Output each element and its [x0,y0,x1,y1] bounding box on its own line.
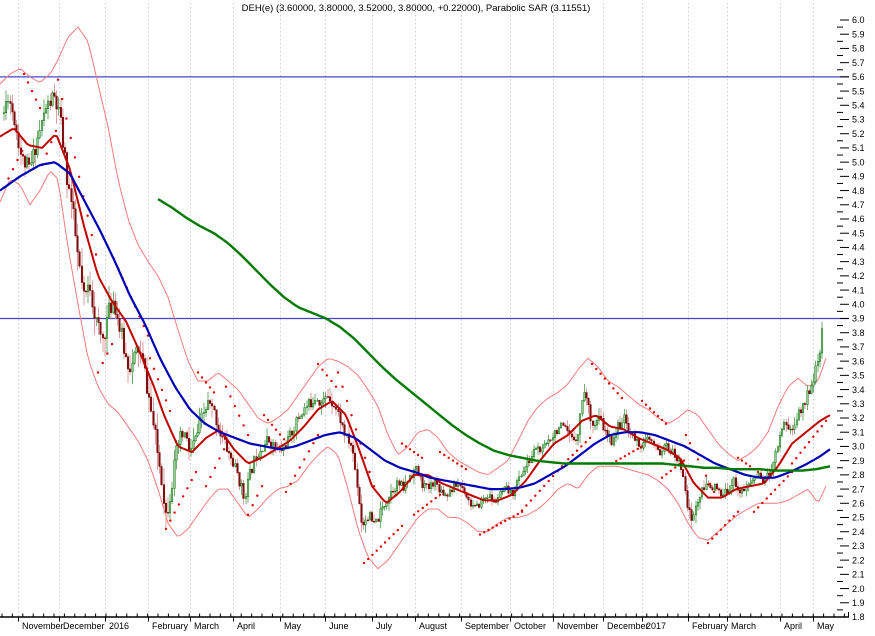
x-axis-label: 2017 [646,621,666,631]
y-axis-label: 4.7 [852,200,865,210]
y-axis-label: 3.8 [852,328,865,338]
candles-layer [2,83,824,533]
y-axis-label: 4.9 [852,172,865,182]
y-axis-label: 1.8 [852,612,865,622]
x-axis-label: November [557,621,599,631]
up-candle-bodies [2,92,824,526]
ma-short-red-line [0,128,831,504]
x-axis-label: August [419,621,448,631]
y-axis-label: 6.0 [852,15,865,25]
y-axis-label: 5.8 [852,44,865,54]
y-axis-label: 4.0 [852,299,865,309]
x-axis-label: February [692,621,729,631]
x-axis-label: December [607,621,649,631]
x-axis-label: September [465,621,509,631]
chart-title: DEH(e) (3.60000, 3.80000, 3.52000, 3.800… [241,3,591,14]
y-axis-label: 5.3 [852,115,865,125]
x-axis-label: May [817,621,835,631]
x-axis-label: February [152,621,189,631]
y-axis-label: 2.8 [852,470,865,480]
y-axis-label: 3.1 [852,427,865,437]
y-axis-label: 4.3 [852,257,865,267]
y-axis-label: 2.3 [852,541,865,551]
y-axis-label: 2.2 [852,555,865,565]
y-axis-label: 5.4 [852,100,865,110]
ma-long-green-line [157,198,831,472]
y-axis-label: 2.6 [852,498,865,508]
x-axis-label: March [194,621,219,631]
support-lines-layer [0,76,849,320]
x-axis-label: December [63,621,105,631]
y-axis-label: 3.2 [852,413,865,423]
bollinger-bands-layer [0,26,827,570]
y-axis-label: 3.4 [852,385,865,395]
y-axis-label: 5.6 [852,72,865,82]
y-axis-label: 3.5 [852,371,865,381]
y-axis-label: 3.9 [852,314,865,324]
y-axis-label: 1.9 [852,598,865,608]
x-axis-label: June [329,621,349,631]
x-axis-label: March [731,621,756,631]
y-axis-label: 4.6 [852,214,865,224]
x-axis: November December 2016 February March April Ma… [0,612,849,631]
x-axis-label: November [22,621,64,631]
y-axis-label: 2.4 [852,527,865,537]
y-axis-label: 3.7 [852,342,865,352]
x-axis-label: July [376,621,393,631]
y-axis-label: 3.0 [852,442,865,452]
bollinger-upper-line [0,26,827,475]
y-axis-label: 4.8 [852,186,865,196]
y-axis-label: 2.9 [852,456,865,466]
y-axis-label: 4.2 [852,271,865,281]
y-axis-label: 4.1 [852,285,865,295]
y-axis-label: 2.7 [852,484,865,494]
x-axis-label: April [784,621,802,631]
x-axis-label: October [514,621,546,631]
y-axis-label: 5.9 [852,29,865,39]
parabolic-sar-layer [2,72,828,565]
y-axis-label: 5.5 [852,86,865,96]
y-axis-label: 3.3 [852,399,865,409]
y-axis-label: 2.0 [852,584,865,594]
y-axis-label: 5.1 [852,143,865,153]
y-axis-label: 3.6 [852,356,865,366]
x-axis-label: 2016 [109,621,129,631]
y-axis-label: 2.5 [852,513,865,523]
y-axis: 6.0 5.9 5.8 5.7 5.6 5.5 5.4 5.3 5.2 5.1 5.0 4.9 4.8 4… [837,15,865,622]
x-axis-label: May [284,621,302,631]
y-axis-label: 4.5 [852,228,865,238]
y-axis-label: 5.0 [852,157,865,167]
ma-mid-blue-line [0,161,831,491]
y-axis-label: 4.4 [852,243,865,253]
moving-averages-layer [0,128,831,504]
down-candle-bodies [9,92,811,526]
x-axis-label: April [237,621,255,631]
y-axis-label: 2.1 [852,570,865,580]
bollinger-lower-line [0,170,827,570]
y-axis-label: 5.2 [852,129,865,139]
y-axis-label: 5.7 [852,58,865,68]
